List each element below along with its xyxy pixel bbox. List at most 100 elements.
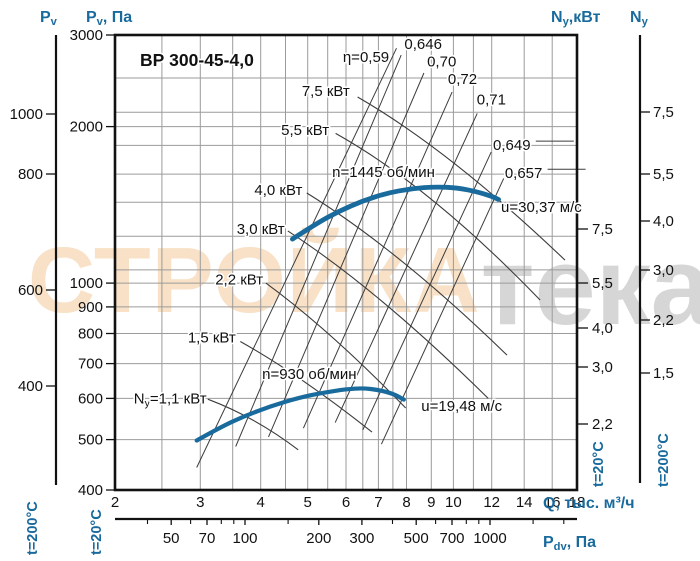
axis-q: 2 3 4 5 6 7 8 9 10 12 14 16 18Q, тыс. м³/ч: [111, 494, 635, 512]
tick-label: 2: [111, 494, 119, 511]
tick-label: 2,2: [653, 312, 674, 329]
power-label: 7,5 кВт: [302, 83, 350, 100]
axis-title-pv-pa: Pv, Па: [86, 9, 132, 28]
axis-title-q: Q, тыс. м³/ч: [543, 495, 635, 512]
efficiency-label: η=0,59: [343, 49, 389, 66]
tick-label: 18: [569, 494, 586, 511]
power-curve: [306, 192, 508, 356]
tick-label: 5,5: [592, 275, 613, 292]
power-curve: [265, 282, 407, 409]
tick-label: 700: [78, 356, 103, 373]
plot-labels: ВР 300-45-4,0 n=1445 об/мин u=30,37 м/с n=9…: [132, 35, 584, 417]
power-label: 3,0 кВт: [237, 221, 285, 238]
tip-speed-label: u=19,48 м/с: [421, 398, 502, 415]
efficiency-lines: [196, 47, 586, 468]
tick-label: 400: [78, 482, 103, 499]
tick-label: 4,0: [653, 213, 674, 230]
axis-pdv: 50 70 100 200 300 500 700 1000 Pdv, Па: [115, 517, 596, 553]
tick-label: 400: [18, 378, 43, 395]
chart-title: ВР 300-45-4,0: [140, 50, 254, 70]
efficiency-label: 0,70: [427, 54, 456, 71]
power-label: 2,2 кВт: [215, 272, 263, 289]
tick-label: 1000: [473, 530, 506, 547]
tick-label: 10: [445, 494, 462, 511]
power-curve: [287, 230, 489, 399]
axis-left-outer: 1000 800 600 400 Pv t=200°C: [10, 9, 58, 555]
axis-title-ny-kwt: Ny,кВт: [551, 9, 601, 28]
tick-label: 1000: [70, 275, 103, 292]
tick-label: 4: [257, 494, 265, 511]
tick-label: 600: [18, 282, 43, 299]
tick-label: 500: [404, 530, 429, 547]
efficiency-line: [362, 151, 492, 431]
gridlines: [115, 35, 577, 490]
power-label: 5,5 кВт: [281, 122, 329, 139]
fan-curves: [194, 184, 501, 443]
tick-label: 7: [374, 494, 382, 511]
tick-label: 500: [78, 432, 103, 449]
efficiency-line: [302, 91, 453, 429]
tick-label: 3000: [70, 27, 103, 44]
tip-speed-label: u=30,37 м/с: [501, 199, 582, 216]
tick-label: 3,0: [592, 359, 613, 376]
power-curve: [240, 341, 373, 433]
power-curve: [207, 398, 299, 451]
fan-curve-n930: [194, 386, 406, 443]
speed-label: n=930 об/мин: [262, 366, 356, 383]
efficiency-line: [196, 47, 397, 468]
axis-right-outer: 7,5 5,5 4,0 3,0 2,2 1,5 Ny t=200°C: [630, 9, 674, 487]
power-label: 4,0 кВт: [254, 182, 302, 199]
efficiency-line: [235, 54, 402, 447]
tick-label: 6: [342, 494, 350, 511]
tick-label: 800: [18, 166, 43, 183]
tick-label: 3: [196, 494, 204, 511]
tick-label: 14: [516, 494, 533, 511]
tick-label: 3,0: [653, 262, 674, 279]
temp-label-20c-left: t=20°C: [89, 509, 105, 555]
temp-label-20c-right: t=20°C: [591, 441, 607, 487]
fan-curve-n1445: [290, 184, 501, 242]
temp-label-200c-left: t=200°C: [25, 501, 41, 555]
power-label: 1,5 кВт: [188, 330, 236, 347]
tick-label: 1,5: [653, 365, 674, 382]
tick-label: 7,5: [592, 221, 613, 238]
tick-label: 700: [439, 530, 464, 547]
tick-label: 8: [402, 494, 410, 511]
tick-label: 50: [163, 530, 180, 547]
efficiency-label: 0,71: [477, 92, 506, 109]
tick-label: 4,0: [592, 320, 613, 337]
tick-label: 600: [78, 390, 103, 407]
speed-label: n=1445 об/мин: [332, 164, 435, 181]
efficiency-label: 0,657: [505, 165, 543, 182]
power-curves: [207, 96, 566, 451]
tick-label: 7,5: [653, 104, 674, 121]
power-curve: [335, 132, 541, 301]
efficiency-label: 0,72: [448, 71, 477, 88]
tick-label: 12: [483, 494, 500, 511]
axis-title-ny: Ny: [630, 9, 649, 28]
tick-label: 2000: [70, 119, 103, 136]
axis-title-pdv: Pdv, Па: [543, 534, 596, 553]
tick-label: 200: [306, 530, 331, 547]
tick-label: 100: [232, 530, 257, 547]
tick-label: 9: [427, 494, 435, 511]
efficiency-label: 0,646: [404, 36, 442, 53]
tick-label: 5,5: [653, 166, 674, 183]
tick-label: 1000: [10, 106, 43, 123]
tick-label: 800: [78, 326, 103, 343]
tick-label: 5: [304, 494, 312, 511]
power-label: Ny=1,1 кВт: [134, 390, 207, 409]
tick-label: 900: [78, 299, 103, 316]
efficiency-line: [334, 113, 478, 423]
efficiency-label: 0,649: [493, 137, 531, 154]
temp-label-200c-right: t=200°C: [656, 433, 672, 487]
tick-label: 16: [544, 494, 561, 511]
plot-border: [113, 33, 579, 492]
power-curve: [357, 96, 566, 261]
axis-right-inner: 7,5 5,5 4,0 3,0 2,2 Ny,кВт t=20°C: [551, 9, 613, 487]
tick-label: 2,2: [592, 416, 613, 433]
tick-label: 70: [199, 530, 216, 547]
tick-label: 300: [349, 530, 374, 547]
